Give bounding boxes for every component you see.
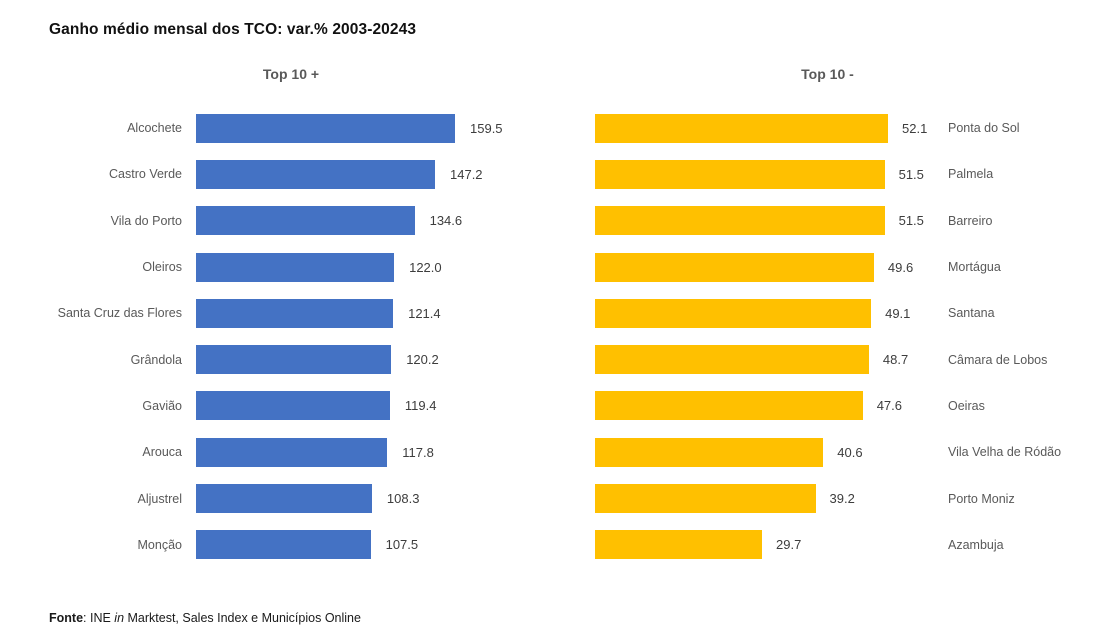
bar-value-label: 119.4 — [404, 398, 437, 414]
chart-row: 29.7 Azambuja — [595, 522, 1117, 568]
category-label: Gavião — [142, 398, 182, 413]
category-label: Oleiros — [142, 260, 182, 275]
chart-row: 39.2 Porto Moniz — [595, 475, 1117, 521]
bar-value-label: 51.5 — [898, 166, 924, 182]
bar-positive — [196, 437, 388, 467]
category-label: Ponta do Sol — [948, 121, 1020, 136]
category-label: Azambuja — [948, 537, 1004, 552]
bar-negative — [595, 206, 885, 236]
bar-positive — [196, 113, 455, 143]
bar-value-label: 52.1 — [902, 120, 928, 136]
source-note: Fonte: INE in Marktest, Sales Index e Mu… — [49, 611, 361, 625]
category-label: Santa Cruz das Flores — [57, 306, 182, 321]
chart-row: Gavião 119.4 — [40, 383, 542, 429]
bar-value-label: 107.5 — [385, 537, 419, 553]
bar-value-label: 108.3 — [386, 491, 420, 507]
chart-row: 51.5 Palmela — [595, 151, 1117, 197]
bar-negative — [595, 113, 888, 143]
category-label: Santana — [948, 306, 995, 321]
chart-row: 47.6 Oeiras — [595, 383, 1117, 429]
bar-positive — [196, 252, 395, 282]
bar-value-label: 122.0 — [409, 259, 442, 275]
source-separator: : — [83, 611, 90, 625]
category-label: Vila do Porto — [110, 213, 182, 228]
bar-negative — [595, 298, 872, 328]
category-label: Porto Moniz — [948, 491, 1015, 506]
bar-negative — [595, 530, 762, 560]
bar-value-label: 39.2 — [829, 491, 855, 507]
bar-negative — [595, 484, 816, 514]
bar-value-label: 29.7 — [776, 537, 802, 553]
chart-row: 52.1 Ponta do Sol — [595, 105, 1117, 151]
chart-title: Ganho médio mensal dos TCO: var.% 2003-2… — [49, 21, 417, 38]
category-label: Grândola — [130, 352, 182, 367]
bar-value-label: 51.5 — [898, 213, 924, 229]
bar-negative — [595, 437, 824, 467]
source-rest: Marktest, Sales Index e Municípios Onlin… — [124, 611, 361, 625]
bar-value-label: 121.4 — [408, 305, 441, 321]
bar-value-label: 117.8 — [402, 444, 434, 460]
bar-value-label: 47.6 — [876, 398, 902, 414]
category-label: Arouca — [142, 445, 182, 460]
right-chart-rows: 52.1 Ponta do Sol 51.5 Palmela 51.5 Barreiro 4… — [595, 105, 1117, 568]
category-label: Palmela — [948, 167, 994, 182]
source-label: Fonte — [49, 611, 84, 625]
bar-positive — [196, 484, 372, 514]
source-pre: INE — [89, 611, 115, 625]
category-label: Barreiro — [948, 213, 993, 228]
bar-positive — [196, 391, 390, 421]
chart-row: Alcochete 159.5 — [40, 105, 542, 151]
bar-negative — [595, 159, 885, 189]
bar-value-label: 49.6 — [887, 259, 914, 275]
chart-row: Oleiros 122.0 — [40, 244, 542, 290]
category-label: Alcochete — [127, 121, 182, 136]
chart-row: Aljustrel 108.3 — [40, 475, 542, 521]
bar-negative — [595, 391, 863, 421]
chart-row: Monção 107.5 — [40, 522, 542, 568]
bar-positive — [196, 298, 394, 328]
bar-value-label: 120.2 — [406, 352, 439, 368]
category-label: Castro Verde — [109, 167, 182, 182]
category-label: Mortágua — [948, 260, 1001, 275]
bar-positive — [196, 206, 415, 236]
category-label: Monção — [137, 537, 182, 552]
bar-positive — [196, 530, 371, 560]
bar-value-label: 40.6 — [837, 444, 863, 460]
bar-value-label: 159.5 — [470, 120, 503, 136]
category-label: Aljustrel — [137, 491, 182, 506]
bar-value-label: 147.2 — [450, 166, 483, 182]
bar-value-label: 49.1 — [885, 305, 911, 321]
category-label: Câmara de Lobos — [948, 352, 1048, 367]
chart-row: 51.5 Barreiro — [595, 198, 1117, 244]
chart-row: 49.6 Mortágua — [595, 244, 1117, 290]
source-italic: in — [114, 611, 125, 625]
chart-row: Arouca 117.8 — [40, 429, 542, 475]
left-chart-header: Top 10 + — [262, 66, 320, 82]
bar-value-label: 48.7 — [882, 352, 909, 368]
bar-positive — [196, 345, 392, 375]
chart-row: 48.7 Câmara de Lobos — [595, 336, 1117, 382]
chart-row: 49.1 Santana — [595, 290, 1117, 336]
chart-row: Santa Cruz das Flores 121.4 — [40, 290, 542, 336]
chart-row: 40.6 Vila Velha de Ródão — [595, 429, 1117, 475]
category-label: Vila Velha de Ródão — [948, 445, 1062, 460]
right-chart-header: Top 10 - — [801, 66, 854, 82]
bar-value-label: 134.6 — [429, 213, 463, 229]
left-chart-rows: Alcochete 159.5 Castro Verde 147.2 Vila do P… — [40, 105, 542, 568]
chart-row: Grândola 120.2 — [40, 336, 542, 382]
bar-negative — [595, 252, 874, 282]
bar-positive — [196, 159, 435, 189]
category-label: Oeiras — [948, 398, 985, 413]
chart-row: Castro Verde 147.2 — [40, 151, 542, 197]
bar-negative — [595, 345, 869, 375]
chart-row: Vila do Porto 134.6 — [40, 198, 542, 244]
